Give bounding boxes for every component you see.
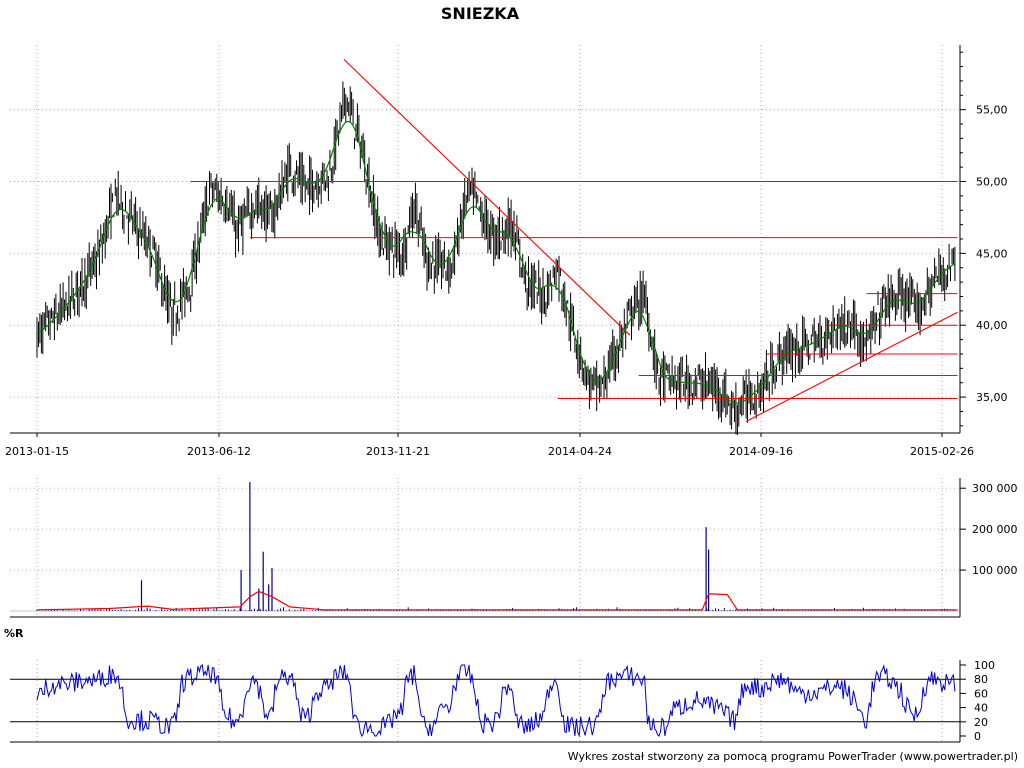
moving-average-line xyxy=(36,120,956,404)
date-tick-label: 2014-04-24 xyxy=(548,445,612,458)
volume-tick-label: 300 000 xyxy=(972,482,1018,495)
price-y-axis: 35,00 40,00 45,00 50,00 55,00 xyxy=(960,51,1008,427)
price-tick-label: 55,00 xyxy=(976,104,1008,117)
date-tick-label: 2013-01-15 xyxy=(5,445,69,458)
trend-line xyxy=(343,59,631,336)
williams-r-frame xyxy=(10,660,961,743)
trend-line xyxy=(745,311,958,422)
williams-r-tick-label: 100 xyxy=(974,659,995,672)
volume-tick-label: 200 000 xyxy=(972,523,1018,536)
williams-r-tick-label: 60 xyxy=(974,687,988,700)
date-tick-label: 2015-02-26 xyxy=(910,445,974,458)
date-axis: 2013-01-15 2013-06-12 2013-11-21 2014-04-24… xyxy=(5,433,974,458)
price-grid xyxy=(10,45,960,433)
williams-r-tick-label: 40 xyxy=(974,702,988,715)
volume-bars xyxy=(36,482,954,611)
price-tick-label: 50,00 xyxy=(976,176,1008,189)
williams-r-grid xyxy=(10,660,960,742)
volume-grid xyxy=(10,478,960,617)
price-tick-label: 40,00 xyxy=(976,319,1008,332)
support-resistance-lines xyxy=(190,59,958,422)
chart-title: SNIEZKA xyxy=(441,4,520,23)
footer-credit: Wykres został stworzony za pomocą progra… xyxy=(568,750,1018,763)
volume-y-axis: 100 000 200 000 300 000 xyxy=(960,482,1018,577)
williams-r-tick-label: 0 xyxy=(974,730,981,743)
date-tick-label: 2014-09-16 xyxy=(729,445,793,458)
price-tick-label: 35,00 xyxy=(976,391,1008,404)
williams-r-tick-label: 80 xyxy=(974,673,988,686)
price-tick-label: 45,00 xyxy=(976,247,1008,260)
moving-average xyxy=(36,120,956,404)
date-tick-label: 2013-11-21 xyxy=(366,445,430,458)
williams-r-path xyxy=(36,664,956,738)
volume-tick-label: 100 000 xyxy=(972,564,1018,577)
price-candles xyxy=(36,81,956,435)
date-tick-label: 2013-06-12 xyxy=(187,445,251,458)
volume-average xyxy=(36,590,958,611)
volume-panel-frame xyxy=(10,478,961,618)
williams-r-tick-label: 20 xyxy=(974,716,988,729)
williams-r-line xyxy=(36,664,956,738)
williams-r-label: %R xyxy=(4,627,24,640)
volume-average-line xyxy=(36,590,958,611)
